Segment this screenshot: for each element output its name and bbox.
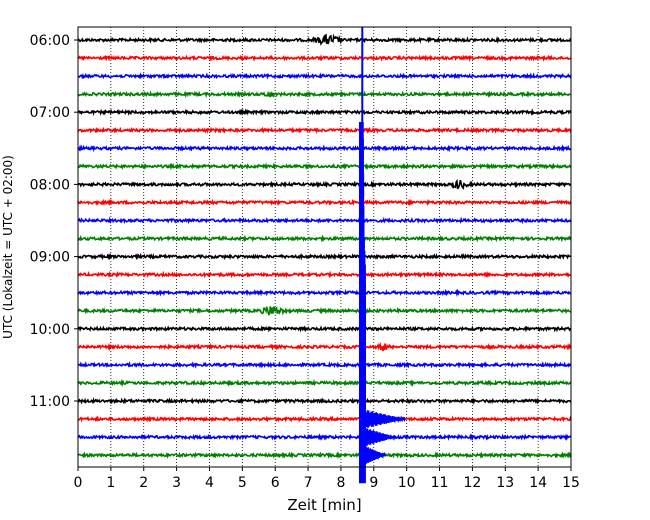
earthquake-coda — [363, 410, 406, 429]
x-tick-label: 2 — [139, 475, 148, 491]
y-tick-label: 09:00 — [30, 250, 70, 266]
x-tick-label: 5 — [238, 475, 247, 491]
trace-row — [77, 360, 572, 369]
x-tick-label: 7 — [304, 475, 313, 491]
x-tick-label: 4 — [205, 475, 214, 491]
y-tick-label: 10:00 — [30, 322, 70, 338]
trace-row — [77, 126, 572, 135]
x-tick-label: 1 — [106, 475, 115, 491]
trace-row — [77, 270, 572, 279]
trace-row — [77, 72, 572, 80]
trace-row — [77, 397, 572, 405]
trace-row — [77, 288, 572, 298]
y-tick-label: 08:00 — [30, 177, 70, 193]
trace-row — [77, 198, 572, 207]
x-tick-label: 10 — [398, 475, 416, 491]
y-tick-label: 11:00 — [30, 394, 70, 410]
trace-row — [77, 342, 572, 352]
trace-row — [77, 415, 572, 423]
x-tick-label: 14 — [529, 475, 547, 491]
y-axis-ticks: 06:00 07:00 08:00 09:00 10:00 11:00 — [30, 33, 78, 410]
plot-frame — [77, 26, 572, 468]
x-axis-label: Zeit [min] — [287, 496, 361, 514]
trace-row — [77, 252, 572, 261]
trace-row — [77, 90, 572, 99]
x-tick-label: 3 — [172, 475, 181, 491]
x-tick-label: 13 — [496, 475, 514, 491]
x-tick-label: 6 — [271, 475, 280, 491]
trace-row — [77, 33, 572, 46]
trace-row — [77, 178, 572, 190]
x-tick-label: 9 — [369, 475, 378, 491]
trace-row — [77, 378, 572, 388]
trace-row — [77, 54, 572, 62]
trace-row — [77, 108, 572, 117]
trace-row — [77, 433, 572, 442]
y-axis-label: UTC (Lokalzeit = UTC + 02:00) — [1, 155, 15, 339]
trace-row — [77, 144, 572, 153]
x-tick-label: 11 — [431, 475, 449, 491]
earthquake-coda — [363, 446, 386, 465]
x-tick-label: 8 — [336, 475, 345, 491]
earthquake-layer — [359, 122, 406, 484]
trace-row — [77, 306, 572, 316]
x-tick-label: 0 — [74, 475, 83, 491]
x-tick-label: 12 — [463, 475, 481, 491]
trace-row — [77, 216, 572, 225]
y-tick-label: 06:00 — [30, 33, 70, 49]
x-tick-label: 15 — [562, 475, 580, 491]
trace-row — [77, 451, 572, 460]
trace-row — [77, 234, 572, 243]
trace-row — [77, 325, 572, 333]
y-tick-label: 07:00 — [30, 105, 70, 121]
earthquake-coda — [363, 428, 396, 447]
trace-layer — [77, 33, 572, 460]
x-axis-ticks: 0 1 2 3 4 5 6 7 8 9 10 11 12 13 14 15 — [74, 467, 580, 491]
trace-row — [77, 162, 572, 171]
